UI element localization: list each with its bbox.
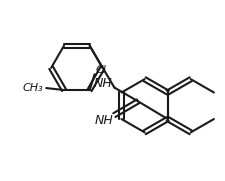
Text: CH₃: CH₃ <box>22 83 43 93</box>
Text: Cl: Cl <box>95 65 106 75</box>
Text: NH: NH <box>94 77 113 90</box>
Text: NH: NH <box>95 113 114 127</box>
